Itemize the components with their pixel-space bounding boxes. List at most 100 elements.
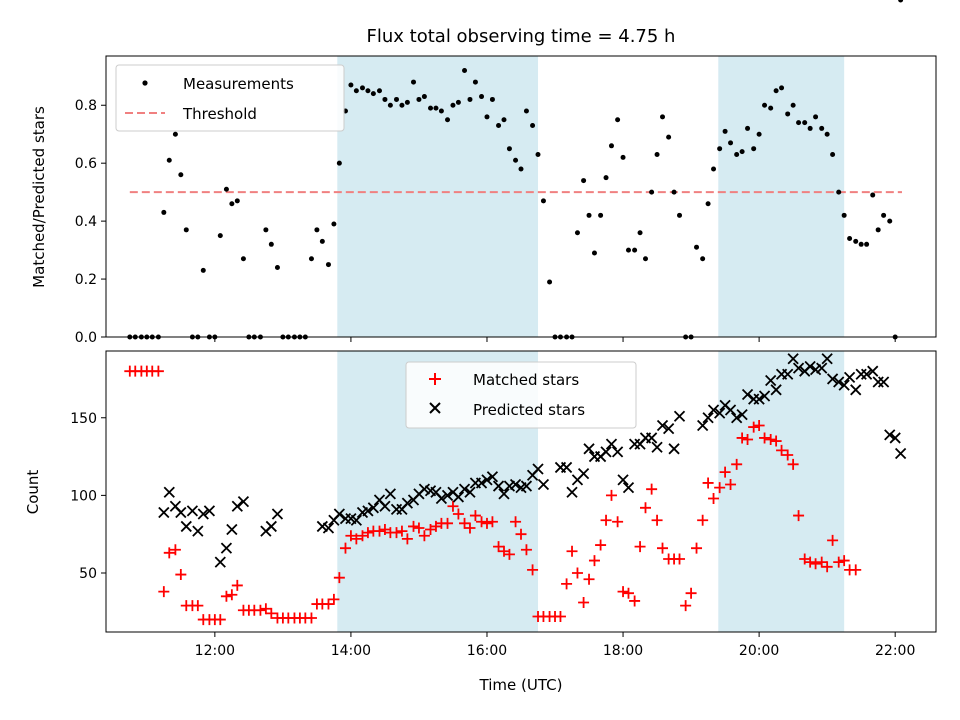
matched-star-marker (391, 527, 402, 539)
measurement-point (722, 128, 728, 134)
measurement-point (370, 91, 376, 97)
matched-star-marker (804, 556, 816, 568)
measurement-point (779, 85, 785, 91)
predicted-star-marker (520, 480, 533, 492)
matched-star-marker (464, 522, 476, 534)
matched-star-marker (442, 517, 454, 529)
matched-star-marker (810, 558, 822, 570)
measurement-point (535, 151, 541, 157)
measurement-point (598, 212, 604, 218)
matched-star-marker (588, 555, 600, 567)
measurement-point (336, 160, 342, 166)
matched-star-marker (708, 492, 720, 504)
matched-star-marker (765, 433, 777, 445)
predicted-star-marker (367, 502, 380, 514)
matched-star-marker (753, 420, 765, 432)
y-tick-label: 100 (70, 488, 97, 504)
predicted-star-marker (532, 463, 544, 475)
measurement-point (513, 157, 519, 163)
matched-star-marker (152, 365, 164, 377)
measurement-point (240, 256, 246, 262)
predicted-star-marker (435, 492, 448, 505)
matched-star-marker (486, 516, 498, 528)
measurement-point (705, 201, 711, 207)
predicted-star-marker (782, 368, 794, 380)
measurement-point (608, 143, 614, 149)
bottom-plot-frame (105, 350, 937, 633)
predicted-star-marker (877, 376, 890, 388)
measurement-point (574, 230, 580, 236)
matched-star-marker (770, 435, 782, 447)
predicted-star-marker (736, 409, 748, 421)
predicted-star-marker (724, 404, 737, 416)
matched-star-marker (527, 564, 539, 576)
matched-star-marker (476, 516, 488, 528)
matched-star-marker (838, 555, 850, 567)
measurement-point (489, 96, 495, 102)
measurement-point (637, 230, 643, 236)
measurement-point (183, 227, 189, 233)
measurement-point (841, 212, 847, 218)
measurement-point (796, 120, 802, 126)
matched-star-marker (719, 466, 731, 478)
y-tick-label: 0.4 (75, 214, 97, 230)
measurement-point (547, 279, 553, 285)
measurement-point (523, 108, 529, 114)
shaded-interval-1 (718, 351, 845, 632)
matched-star-marker (622, 587, 634, 599)
predicted-star-marker (656, 419, 669, 432)
measurement-point (745, 125, 751, 131)
matched-star-marker (787, 458, 799, 470)
measurement-point (739, 149, 745, 155)
matched-star-marker (583, 573, 595, 585)
predicted-star-marker (509, 478, 522, 491)
predicted-star-marker (702, 412, 714, 424)
predicted-star-marker (826, 373, 839, 385)
matched-star-marker (833, 556, 845, 568)
measurement-point (308, 256, 314, 262)
measurement-point (824, 131, 830, 137)
matched-star-marker (634, 541, 646, 553)
shaded-interval-0 (337, 56, 539, 337)
measurement-point (450, 102, 456, 108)
predicted-star-marker (804, 360, 816, 373)
matched-star-marker (702, 477, 714, 489)
measurement-point (649, 189, 655, 195)
matched-star-marker (714, 482, 726, 494)
measurement-point (734, 151, 740, 157)
measurement-point (643, 256, 648, 262)
measurement-point (376, 88, 382, 94)
matched-star-marker (617, 586, 629, 598)
matched-star-marker (220, 590, 232, 602)
measurement-point (853, 238, 859, 244)
measurement-point (881, 212, 887, 218)
predicted-star-marker (611, 446, 624, 458)
matched-star-marker (322, 598, 334, 610)
measurement-point (530, 123, 536, 129)
matched-star-marker (254, 604, 266, 616)
predicted-star-marker (231, 500, 243, 512)
predicted-star-marker (622, 481, 635, 494)
predicted-star-marker (770, 384, 782, 396)
legend-threshold-label: Threshold (182, 105, 257, 123)
matched-star-marker (447, 500, 459, 512)
measurement-point (728, 140, 734, 146)
predicted-star-marker (741, 388, 754, 401)
measurement-point (751, 146, 757, 152)
top-y-ticks: 0.0 0.2 0.4 0.6 0.8 (75, 98, 106, 346)
measurement-point (467, 96, 473, 102)
matched-star-marker (742, 433, 754, 445)
predicted-star-marker (617, 474, 629, 486)
measurement-point (870, 192, 876, 198)
x-tick-label: 20:00 (739, 643, 779, 659)
matched-star-marker (265, 607, 277, 619)
matched-star-marker (226, 589, 238, 601)
predicted-star-marker (458, 483, 471, 495)
measurement-point (785, 111, 791, 117)
measurement-point (462, 67, 468, 73)
matched-star-marker (169, 544, 181, 556)
y-tick-label: 150 (70, 411, 97, 427)
matched-star-marker (362, 527, 374, 539)
measurement-point (660, 114, 666, 120)
measurement-point (433, 105, 439, 111)
